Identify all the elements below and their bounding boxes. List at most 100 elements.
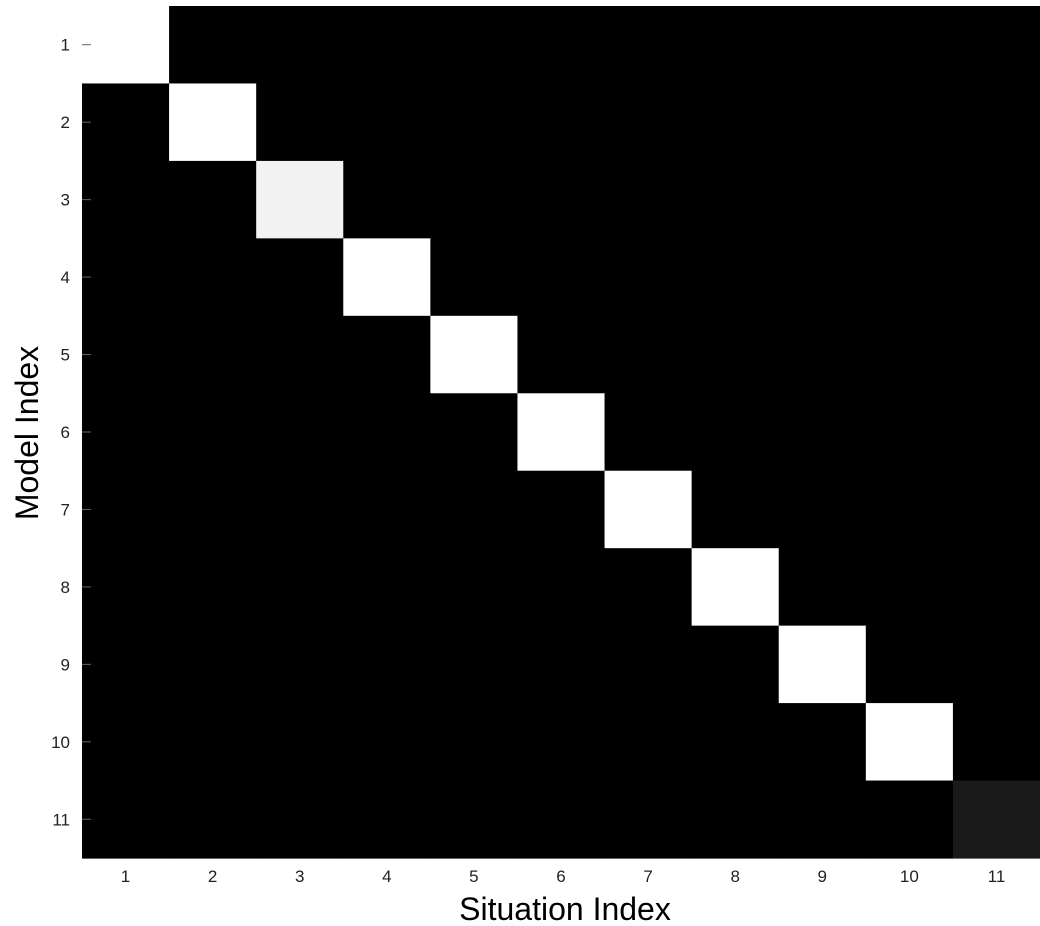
heatmap-cell-r1-c8 <box>691 6 780 85</box>
heatmap-cell-r5-c3 <box>256 315 344 394</box>
heatmap-cell-r8-c4 <box>343 548 431 627</box>
heatmap-cell-r8-c8 <box>691 548 780 627</box>
heatmap-cell-r2-c4 <box>343 83 431 162</box>
heatmap-cell-r1-c6 <box>517 6 606 85</box>
heatmap-cell-r11-c5 <box>430 780 519 859</box>
heatmap-cell-r9-c2 <box>169 625 257 704</box>
heatmap-cell-r5-c7 <box>604 315 693 394</box>
heatmap-cell-r5-c9 <box>778 315 867 394</box>
heatmap-cell-r9-c11 <box>952 625 1040 704</box>
heatmap-cell-r8-c11 <box>952 548 1040 627</box>
heatmap-cell-r9-c5 <box>430 625 519 704</box>
heatmap-cell-r10-c9 <box>778 703 867 782</box>
heatmap-cell-r3-c4 <box>343 160 431 239</box>
heatmap-cell-r10-c10 <box>865 703 954 782</box>
heatmap-cell-r4-c4 <box>343 238 431 317</box>
heatmap-cell-r2-c11 <box>952 83 1040 162</box>
heatmap-cell-r11-c1 <box>82 780 170 859</box>
heatmap-cell-r8-c6 <box>517 548 606 627</box>
heatmap-cell-r5-c10 <box>865 315 954 394</box>
heatmap-cell-r1-c3 <box>256 6 344 85</box>
heatmap-cell-r2-c9 <box>778 83 867 162</box>
heatmap-cell-r4-c11 <box>952 238 1040 317</box>
x-axis-label: Situation Index <box>459 891 671 926</box>
heatmap-cell-r6-c1 <box>82 393 170 472</box>
heatmap-cell-r11-c3 <box>256 780 344 859</box>
heatmap-cell-r7-c3 <box>256 470 344 549</box>
heatmap-cell-r2-c1 <box>82 83 170 162</box>
heatmap-cell-r6-c3 <box>256 393 344 472</box>
heatmap-cell-r8-c2 <box>169 548 257 627</box>
heatmap-cell-r5-c8 <box>691 315 780 394</box>
heatmap-cell-r6-c5 <box>430 393 519 472</box>
heatmap-cell-r7-c10 <box>865 470 954 549</box>
heatmap-cell-r1-c5 <box>430 6 519 85</box>
heatmap-cell-r1-c7 <box>604 6 693 85</box>
x-tick-label: 6 <box>556 867 565 886</box>
x-tick-label: 4 <box>382 867 391 886</box>
heatmap-cell-r8-c10 <box>865 548 954 627</box>
heatmap-cell-r11-c10 <box>865 780 954 859</box>
heatmap-cell-r9-c4 <box>343 625 431 704</box>
heatmap-cell-r10-c2 <box>169 703 257 782</box>
heatmap-cell-r6-c6 <box>517 393 606 472</box>
heatmap-cell-r3-c6 <box>517 160 606 239</box>
heatmap-cell-r6-c8 <box>691 393 780 472</box>
heatmap-cell-r7-c4 <box>343 470 431 549</box>
y-tick-label: 7 <box>61 500 70 519</box>
heatmap-cell-r3-c9 <box>778 160 867 239</box>
heatmap-cell-r1-c10 <box>865 6 954 85</box>
heatmap-cell-r4-c7 <box>604 238 693 317</box>
heatmap-cell-r4-c1 <box>82 238 170 317</box>
heatmap-cell-r7-c8 <box>691 470 780 549</box>
heatmap-cell-r11-c8 <box>691 780 780 859</box>
y-tick-label: 11 <box>52 810 70 829</box>
heatmap-cells <box>82 6 1040 859</box>
heatmap-cell-r9-c1 <box>82 625 170 704</box>
heatmap-cell-r4-c6 <box>517 238 606 317</box>
heatmap-cell-r4-c2 <box>169 238 257 317</box>
heatmap-cell-r8-c1 <box>82 548 170 627</box>
heatmap-cell-r11-c7 <box>604 780 693 859</box>
heatmap-cell-r7-c1 <box>82 470 170 549</box>
heatmap-cell-r3-c7 <box>604 160 693 239</box>
heatmap-cell-r6-c2 <box>169 393 257 472</box>
heatmap-cell-r6-c4 <box>343 393 431 472</box>
heatmap-cell-r3-c3 <box>256 160 344 239</box>
heatmap-cell-r9-c3 <box>256 625 344 704</box>
heatmap-cell-r1-c11 <box>952 6 1040 85</box>
heatmap-cell-r10-c11 <box>952 703 1040 782</box>
heatmap-cell-r2-c7 <box>604 83 693 162</box>
x-tick-label: 10 <box>900 867 919 886</box>
x-tick-label: 5 <box>469 867 478 886</box>
heatmap-cell-r10-c5 <box>430 703 519 782</box>
heatmap-cell-r11-c11 <box>952 780 1040 859</box>
y-tick-label: 2 <box>61 113 70 132</box>
heatmap-cell-r8-c5 <box>430 548 519 627</box>
heatmap-cell-r5-c11 <box>952 315 1040 394</box>
heatmap-cell-r8-c7 <box>604 548 693 627</box>
heatmap-cell-r5-c6 <box>517 315 606 394</box>
heatmap-cell-r1-c9 <box>778 6 867 85</box>
y-tick-label: 6 <box>61 423 70 442</box>
y-tick-label: 5 <box>61 346 70 365</box>
x-tick-label: 7 <box>643 867 652 886</box>
x-tick-label: 11 <box>988 867 1006 886</box>
heatmap-cell-r7-c5 <box>430 470 519 549</box>
heatmap-cell-r11-c4 <box>343 780 431 859</box>
heatmap-cell-r4-c5 <box>430 238 519 317</box>
heatmap-cell-r4-c3 <box>256 238 344 317</box>
heatmap-cell-r8-c3 <box>256 548 344 627</box>
heatmap-cell-r1-c2 <box>169 6 257 85</box>
heatmap-cell-r10-c4 <box>343 703 431 782</box>
heatmap-cell-r2-c2 <box>169 83 257 162</box>
y-tick-label: 4 <box>61 268 70 287</box>
heatmap-cell-r11-c2 <box>169 780 257 859</box>
heatmap-cell-r6-c7 <box>604 393 693 472</box>
heatmap-cell-r11-c6 <box>517 780 606 859</box>
heatmap-cell-r10-c6 <box>517 703 606 782</box>
heatmap-cell-r5-c2 <box>169 315 257 394</box>
x-tick-label: 9 <box>818 867 827 886</box>
heatmap-cell-r6-c11 <box>952 393 1040 472</box>
heatmap-cell-r9-c9 <box>778 625 867 704</box>
